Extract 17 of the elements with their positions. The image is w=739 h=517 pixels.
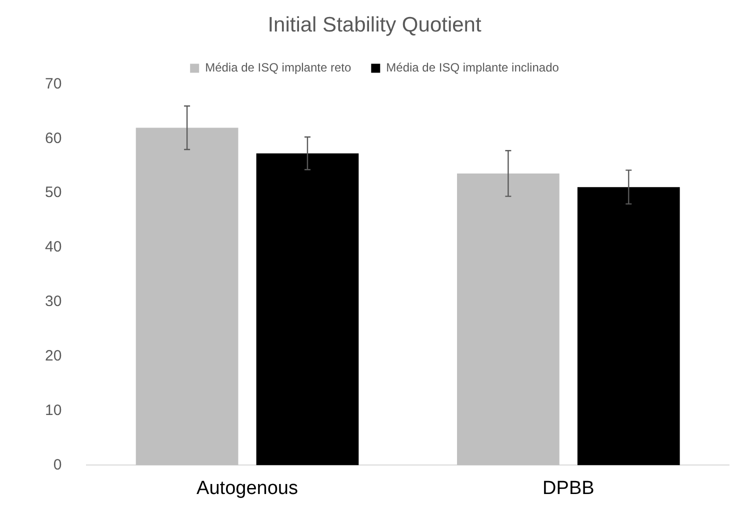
y-tick-label: 20 [44, 347, 62, 364]
bar [577, 187, 680, 466]
legend-label: Média de ISQ implante reto [205, 60, 352, 75]
y-tick-label: 70 [44, 75, 62, 92]
y-tick-label: 10 [44, 402, 62, 419]
y-tick-label: 40 [44, 238, 62, 256]
y-tick-label: 30 [44, 293, 62, 310]
legend-label: Média de ISQ implante inclinado [386, 60, 560, 75]
x-tick-label: Autogenous [196, 478, 298, 499]
bar [256, 153, 359, 466]
y-tick-label: 60 [44, 130, 62, 147]
y-tick-label: 0 [53, 456, 62, 474]
x-tick-label: DPBB [542, 478, 594, 499]
bar [136, 128, 238, 466]
y-tick-label: 50 [44, 184, 62, 202]
chart-title: Initial Stability Quotient [268, 13, 482, 36]
bar [457, 173, 560, 466]
